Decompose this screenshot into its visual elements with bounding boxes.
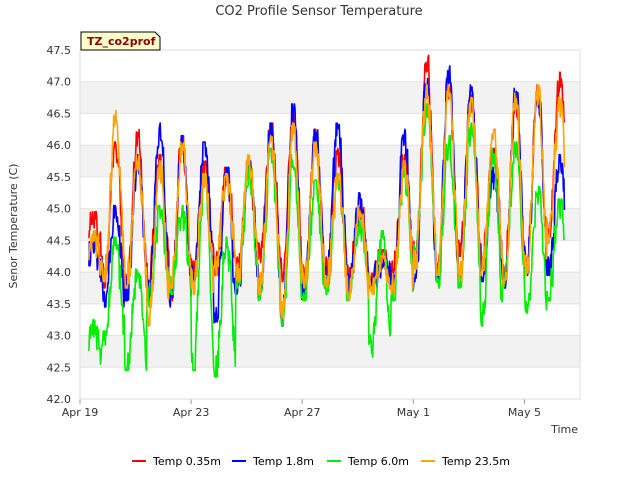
grid-band — [80, 303, 580, 336]
y-tick-label: 43.0 — [47, 330, 72, 343]
y-tick-label: 45.0 — [47, 203, 72, 216]
x-tick-label: May 5 — [508, 406, 541, 419]
y-tick-label: 42.0 — [47, 393, 72, 406]
legend-label: Temp 23.5m — [441, 455, 510, 468]
series-line-temp-23-5m — [88, 84, 566, 327]
series-lines — [88, 54, 566, 378]
legend: Temp 0.35m Temp 1.8m Temp 6.0m Temp 23.5m — [132, 455, 510, 468]
grid-band — [80, 113, 580, 146]
plot-area-border — [79, 49, 581, 400]
grid-band — [80, 50, 580, 82]
legend-label: Temp 6.0m — [347, 455, 409, 468]
x-tick-label: Apr 27 — [284, 406, 321, 419]
y-tick-label: 46.5 — [47, 107, 72, 120]
x-axis-ticks: Apr 19 Apr 23 Apr 27 May 1 May 5 — [62, 399, 541, 419]
y-tick-label: 44.5 — [47, 234, 72, 247]
x-tick-label: Apr 19 — [62, 406, 99, 419]
site-label-text: TZ_co2prof — [87, 35, 156, 48]
y-tick-label: 44.0 — [47, 266, 72, 279]
y-axis-label: Senor Temperature (C) — [7, 164, 20, 289]
grid-band — [80, 335, 580, 368]
legend-label: Temp 0.35m — [152, 455, 221, 468]
grid-band — [80, 81, 580, 114]
y-tick-label: 46.0 — [47, 139, 72, 152]
x-tick-label: May 1 — [397, 406, 430, 419]
legend-label: Temp 1.8m — [252, 455, 314, 468]
grid-band — [80, 367, 580, 399]
y-tick-label: 47.5 — [47, 44, 72, 57]
y-tick-label: 42.5 — [47, 361, 72, 374]
y-tick-label: 47.0 — [47, 76, 72, 89]
y-tick-label: 45.5 — [47, 171, 72, 184]
x-axis-label: Time — [550, 423, 578, 436]
chart-title: CO2 Profile Sensor Temperature — [215, 4, 422, 19]
x-tick-label: Apr 23 — [173, 406, 210, 419]
y-tick-label: 43.5 — [47, 298, 72, 311]
site-label-frame — [80, 31, 161, 51]
site-label-box: TZ_co2prof — [80, 31, 161, 51]
